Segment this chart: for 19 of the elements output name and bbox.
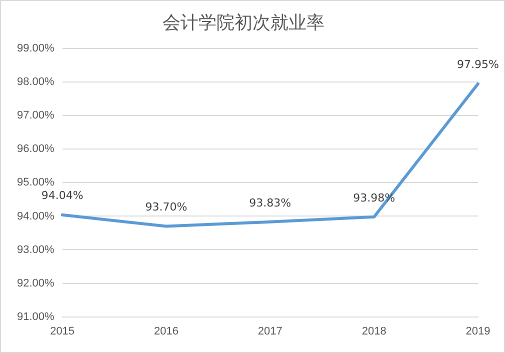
y-tick-label: 97.00% bbox=[16, 110, 55, 122]
x-tick-label: 2015 bbox=[50, 325, 75, 338]
y-tick-label: 93.00% bbox=[16, 244, 55, 256]
data-label: 93.70% bbox=[145, 200, 188, 214]
x-tick-label: 2019 bbox=[466, 325, 490, 338]
y-tick-label: 96.00% bbox=[16, 143, 55, 156]
y-tick-label: 98.00% bbox=[16, 76, 55, 88]
x-tick-label: 2018 bbox=[362, 325, 386, 338]
data-label: 97.95% bbox=[457, 58, 499, 72]
y-tick-label: 95.00% bbox=[16, 176, 55, 189]
data-label: 94.04% bbox=[41, 189, 84, 202]
y-tick-label: 94.00% bbox=[16, 210, 55, 222]
y-tick-label: 91.00% bbox=[16, 310, 55, 323]
data-label: 93.83% bbox=[249, 196, 292, 210]
x-tick-label: 2017 bbox=[258, 325, 282, 338]
y-tick-label: 99.00% bbox=[16, 42, 55, 55]
y-tick-label: 92.00% bbox=[16, 277, 55, 290]
x-tick-label: 2016 bbox=[154, 325, 178, 338]
chart-title: 会计学院初次就业率 bbox=[162, 12, 324, 34]
